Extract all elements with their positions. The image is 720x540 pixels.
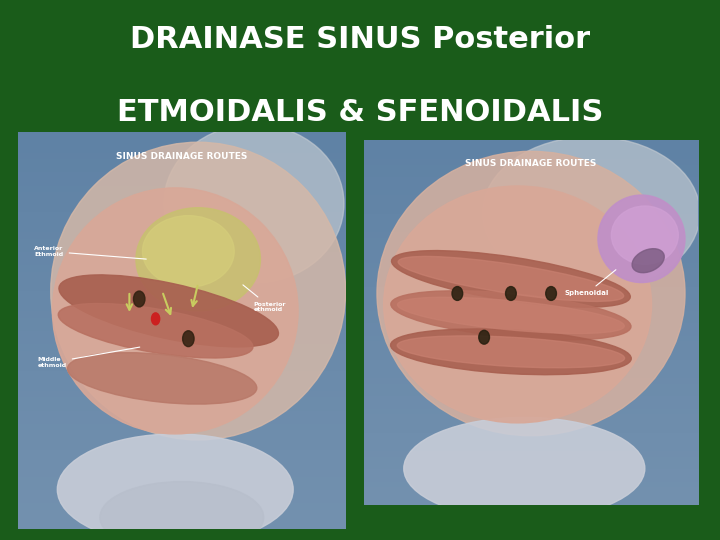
Ellipse shape	[390, 329, 631, 375]
Ellipse shape	[452, 287, 463, 300]
Ellipse shape	[143, 215, 234, 287]
Text: Anterior
Ethmoid: Anterior Ethmoid	[35, 246, 146, 259]
Ellipse shape	[384, 186, 652, 423]
Ellipse shape	[133, 291, 145, 307]
Ellipse shape	[183, 330, 194, 347]
Text: Middle
ethmoid: Middle ethmoid	[37, 347, 140, 368]
Ellipse shape	[136, 208, 261, 311]
Text: DRAINASE SINUS Posterior: DRAINASE SINUS Posterior	[130, 25, 590, 54]
Ellipse shape	[632, 248, 665, 273]
Text: SINUS DRAINAGE ROUTES: SINUS DRAINAGE ROUTES	[116, 152, 248, 161]
Ellipse shape	[479, 330, 490, 344]
Ellipse shape	[482, 137, 700, 290]
Ellipse shape	[58, 434, 293, 540]
Ellipse shape	[151, 313, 160, 325]
Ellipse shape	[546, 287, 557, 300]
Text: ETMOIDALIS & SFENOIDALIS: ETMOIDALIS & SFENOIDALIS	[117, 98, 603, 127]
Ellipse shape	[397, 297, 624, 334]
Ellipse shape	[392, 251, 630, 307]
Ellipse shape	[53, 188, 298, 434]
Text: SINUS DRAINAGE ROUTES: SINUS DRAINAGE ROUTES	[465, 159, 597, 167]
Ellipse shape	[611, 206, 678, 264]
Ellipse shape	[398, 256, 624, 301]
Ellipse shape	[163, 124, 344, 283]
Ellipse shape	[58, 303, 253, 358]
Ellipse shape	[391, 291, 631, 340]
Ellipse shape	[404, 417, 645, 519]
Ellipse shape	[59, 275, 279, 347]
Ellipse shape	[68, 353, 257, 404]
Ellipse shape	[100, 482, 264, 540]
Ellipse shape	[377, 151, 685, 436]
Ellipse shape	[51, 142, 346, 440]
Ellipse shape	[397, 336, 624, 368]
Ellipse shape	[598, 195, 685, 282]
Text: Posterior
ethmoid: Posterior ethmoid	[243, 285, 287, 312]
Ellipse shape	[505, 287, 516, 300]
Text: Sphenoidal: Sphenoidal	[564, 269, 616, 296]
